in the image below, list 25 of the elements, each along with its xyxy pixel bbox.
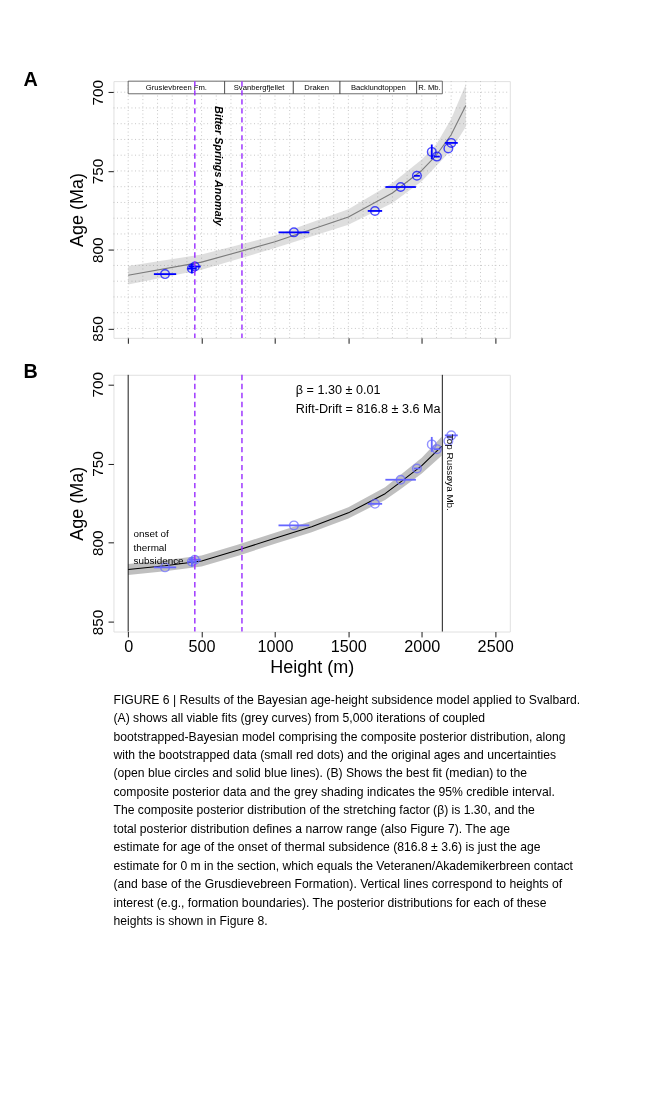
x-tick-label: 500 [188,636,216,655]
y-tick-label: 800 [89,237,107,263]
annotation: onset of thermal subsidence [133,528,185,567]
y-tick-label: 850 [89,609,107,636]
y-tick-label: 700 [89,372,107,398]
y-axis-title: Age (Ma) [67,172,88,247]
chart-title: B [23,359,38,382]
text: FIGURE 6 | Results of the Bayesian age-height subsidence model applied to Svalbard. (A) shows all viable fits (grey curves) from 5,000 iterations of coupled bootstrapped-Bayesian model comprising the composite posterior distribution, along with the bootstrapped data (small red dots) and the original ages and uncertainties (open blue circles and solid blue lines). (B) Shows the best fit (median) to the composite posterior data and the grey shading indicates the 95% credible interval. The composite posterior distribution of the stretching factor (β) is 1.30, and the total posterior distribution defines a narrow range (also Figure 7). The age estimate for age of the onset of thermal subsidence (816.8 ± 3.6) is just the age estimate for 0 m in the section, which equals the Veteranen/Akademikerbreen contact (and base of the Grusdievebreen Formation). Vertical lines correspond to heights of interest (e.g., formation boundaries). The posterior distributions for each of these heights is shown in Figure 8. [113,692,581,929]
annotation: β = 1.30 ± 0.01 [295,382,381,397]
y-axis-title: Age (Ma) [67,466,88,541]
x-tick-label: 1500 [330,636,367,655]
annotation: Rift-Drift = 816.8 ± 3.6 Ma [295,401,442,416]
x-tick-label: 0 [124,636,134,655]
ref-line-label: Top Russøya Mb. [444,433,456,511]
x-tick-label: 2500 [477,636,514,655]
chart-title: A [23,67,38,90]
x-axis-title: Height (m) [270,657,355,678]
annotation: Bitter Springs Anomaly [212,106,225,227]
y-tick-label: 700 [89,79,107,106]
y-tick-label: 800 [89,530,107,557]
y-tick-label: 750 [89,451,107,477]
y-tick-label: 850 [89,316,107,342]
x-tick-label: 2000 [404,636,441,655]
y-tick-label: 750 [89,158,107,185]
x-tick-label: 1000 [257,636,294,655]
